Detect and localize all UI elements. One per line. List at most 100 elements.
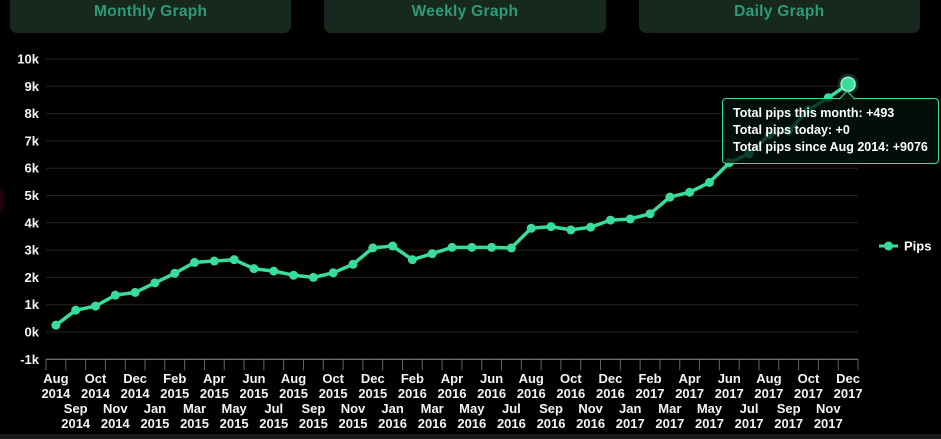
- y-axis-label: 3k: [25, 243, 40, 258]
- x-axis-label-month: Oct: [85, 371, 107, 386]
- data-point[interactable]: [665, 192, 675, 202]
- y-axis-label: 8k: [25, 106, 40, 121]
- x-axis-label-month: Jan: [381, 401, 403, 416]
- data-point[interactable]: [645, 209, 655, 219]
- legend-item-pips[interactable]: Pips: [904, 239, 931, 254]
- x-axis-label-month: Jul: [502, 401, 521, 416]
- tooltip-pips-since-start: Total pips since Aug 2014: +9076: [733, 140, 928, 154]
- x-axis-label-month: Dec: [361, 371, 385, 386]
- x-axis-label-year: 2016: [477, 386, 506, 401]
- x-axis-label-year: 2017: [794, 386, 823, 401]
- x-axis-label-month: May: [459, 401, 485, 416]
- y-axis-label: -1k: [20, 352, 40, 367]
- data-point[interactable]: [447, 242, 457, 252]
- x-axis-label-month: Jun: [480, 371, 503, 386]
- x-axis-label-month: May: [221, 401, 247, 416]
- data-point[interactable]: [348, 259, 358, 269]
- data-point[interactable]: [685, 187, 695, 197]
- x-axis-label-month: Dec: [599, 371, 623, 386]
- tooltip-pips-this-month: Total pips this month: +493: [733, 106, 895, 120]
- data-point[interactable]: [526, 223, 536, 233]
- x-axis-label-year: 2015: [339, 416, 368, 431]
- y-axis-label: 9k: [25, 79, 40, 94]
- x-axis-label-year: 2016: [398, 386, 427, 401]
- data-point[interactable]: [249, 264, 259, 274]
- data-point[interactable]: [427, 249, 437, 259]
- data-point[interactable]: [269, 266, 279, 276]
- x-axis-label-year: 2017: [695, 416, 724, 431]
- x-axis-label-year: 2015: [239, 386, 268, 401]
- x-axis-label-year: 2015: [259, 416, 288, 431]
- data-point[interactable]: [625, 214, 635, 224]
- data-point[interactable]: [130, 287, 140, 297]
- x-axis-label-month: Sep: [64, 401, 88, 416]
- x-axis-label-month: Oct: [322, 371, 344, 386]
- data-point[interactable]: [487, 242, 497, 252]
- data-point[interactable]: [170, 268, 180, 278]
- data-point[interactable]: [388, 241, 398, 251]
- data-point[interactable]: [605, 215, 615, 225]
- active-data-point[interactable]: [840, 76, 856, 92]
- data-point[interactable]: [71, 305, 81, 315]
- x-axis-label-month: Aug: [519, 371, 544, 386]
- x-axis-label-month: Oct: [560, 371, 582, 386]
- data-point[interactable]: [566, 225, 576, 235]
- x-axis-label-month: Sep: [777, 401, 801, 416]
- x-axis-label-month: Sep: [539, 401, 563, 416]
- x-axis-label-month: Apr: [203, 371, 225, 386]
- x-axis-label-year: 2014: [81, 386, 111, 401]
- x-axis-label-month: Apr: [678, 371, 700, 386]
- data-point[interactable]: [704, 177, 714, 187]
- x-axis-label-month: Feb: [638, 371, 661, 386]
- tab-daily-graph[interactable]: Daily Graph: [638, 0, 920, 33]
- data-point[interactable]: [506, 243, 516, 253]
- data-point[interactable]: [467, 242, 477, 252]
- x-axis-label-month: Jan: [619, 401, 641, 416]
- data-point[interactable]: [586, 222, 596, 232]
- data-point[interactable]: [209, 256, 219, 266]
- x-axis-label-year: 2015: [180, 416, 209, 431]
- data-point[interactable]: [546, 222, 556, 232]
- data-point[interactable]: [407, 255, 417, 265]
- x-axis-label-year: 2014: [61, 416, 91, 431]
- x-axis-label-month: Jun: [242, 371, 265, 386]
- x-axis-label-year: 2014: [121, 386, 151, 401]
- x-axis-label-year: 2017: [754, 386, 783, 401]
- data-point[interactable]: [229, 255, 239, 265]
- tab-monthly-graph[interactable]: Monthly Graph: [10, 0, 292, 33]
- data-point[interactable]: [91, 301, 101, 311]
- x-axis-label-year: 2015: [319, 386, 348, 401]
- x-axis-label-month: Mar: [658, 401, 681, 416]
- x-axis-label-month: Jul: [264, 401, 283, 416]
- x-axis-label-month: Jan: [144, 401, 166, 416]
- data-point[interactable]: [308, 272, 318, 282]
- x-axis-label-month: Mar: [183, 401, 206, 416]
- x-axis-label-year: 2016: [537, 416, 566, 431]
- data-point[interactable]: [328, 268, 338, 278]
- x-axis-label-year: 2016: [418, 416, 447, 431]
- x-axis-label-month: Oct: [798, 371, 820, 386]
- bottom-divider: [0, 434, 941, 439]
- data-point[interactable]: [110, 290, 120, 300]
- data-point[interactable]: [51, 320, 61, 330]
- x-axis-label-year: 2017: [636, 386, 665, 401]
- x-axis-label-year: 2015: [160, 386, 189, 401]
- x-axis-label-year: 2017: [675, 386, 704, 401]
- y-axis-label: 7k: [25, 133, 40, 148]
- data-point[interactable]: [190, 257, 200, 267]
- x-axis-label-month: Nov: [816, 401, 841, 416]
- data-point[interactable]: [289, 270, 299, 280]
- data-point[interactable]: [368, 243, 378, 253]
- data-point[interactable]: [150, 278, 160, 288]
- x-axis-label-month: Nov: [578, 401, 603, 416]
- x-axis-label-year: 2015: [220, 416, 249, 431]
- x-axis-label-month: May: [697, 401, 723, 416]
- chart-tooltip: Total pips this month: +493 Total pips t…: [722, 90, 939, 164]
- graph-tabs: Monthly Graph Weekly Graph Daily Graph: [10, 0, 920, 33]
- y-axis-label: 10k: [17, 52, 39, 67]
- x-axis-label-month: Feb: [401, 371, 424, 386]
- x-axis-label-year: 2016: [517, 386, 546, 401]
- x-axis-label-year: 2015: [299, 416, 328, 431]
- tab-weekly-graph[interactable]: Weekly Graph: [324, 0, 606, 33]
- x-axis-label-month: Apr: [441, 371, 463, 386]
